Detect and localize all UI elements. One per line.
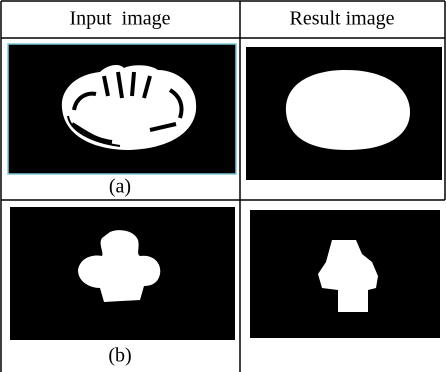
blob: [286, 70, 410, 150]
column-header: Result image: [290, 8, 395, 30]
column-header: Input image: [69, 8, 170, 30]
figure-table: Input image Result image (a) (b): [0, 0, 446, 372]
input-image: [10, 207, 235, 340]
input-image: [8, 44, 236, 174]
row-label: (b): [108, 345, 131, 367]
result-image: [246, 47, 442, 180]
row-label: (a): [109, 176, 131, 198]
result-image: [250, 210, 440, 338]
blob: [62, 65, 196, 150]
